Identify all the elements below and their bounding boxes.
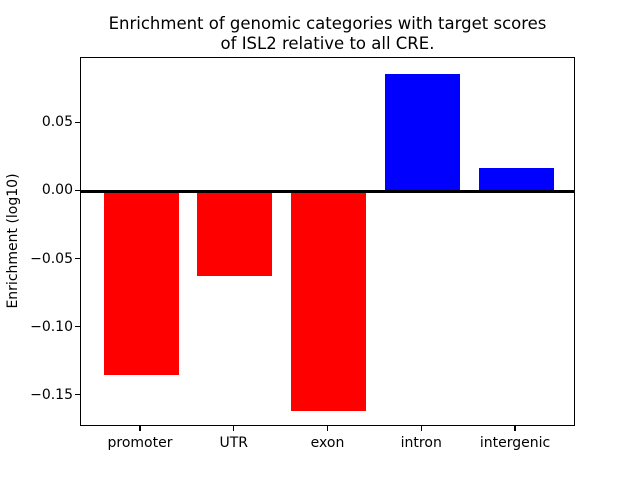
- x-tick-label-intron: intron: [400, 435, 442, 451]
- plot-area: [80, 57, 575, 426]
- y-tick-mark-2: [75, 257, 80, 260]
- x-tick-label-promoter: promoter: [107, 435, 173, 451]
- y-tick-mark-1: [75, 189, 80, 192]
- y-tick-mark-4: [75, 394, 80, 396]
- x-tick-mark-intron: [420, 426, 422, 431]
- chart-title-line1: Enrichment of genomic categories with ta…: [108, 14, 547, 33]
- x-tick-mark-exon: [326, 426, 329, 431]
- x-tick-label-exon: exon: [310, 435, 345, 451]
- bar-promoter: [103, 191, 179, 376]
- x-tick-label-intergenic: intergenic: [479, 435, 551, 451]
- y-tick-mark-0: [75, 121, 80, 123]
- chart-title-line2: of ISL2 relative to all CRE.: [220, 34, 435, 54]
- bar-UTR: [197, 191, 273, 276]
- y-tick-label-2: −0.05: [30, 250, 73, 267]
- x-tick-mark-UTR: [233, 426, 235, 431]
- y-tick-label-0: 0.05: [41, 114, 73, 131]
- x-tick-mark-promoter: [139, 426, 141, 431]
- y-tick-mark-3: [75, 326, 80, 328]
- bar-intergenic: [478, 168, 554, 192]
- y-tick-label-4: −0.15: [30, 386, 73, 403]
- bar-exon: [291, 191, 366, 411]
- chart-title: Enrichment of genomic categories with ta…: [80, 14, 575, 54]
- y-tick-label-3: −0.10: [30, 318, 73, 335]
- x-tick-label-UTR: UTR: [219, 435, 249, 451]
- bar-intron: [384, 74, 460, 192]
- y-tick-label-1: 0.00: [41, 182, 73, 199]
- zero-line: [81, 189, 574, 193]
- x-tick-mark-intergenic: [514, 426, 516, 431]
